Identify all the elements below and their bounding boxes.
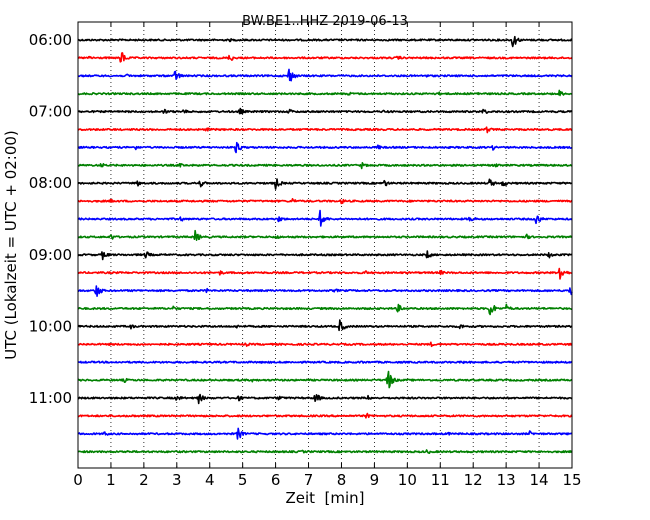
traces bbox=[77, 35, 573, 455]
trace-0715 bbox=[77, 126, 573, 134]
trace-0700 bbox=[77, 107, 573, 115]
trace-0800 bbox=[77, 178, 573, 190]
trace-1015 bbox=[77, 341, 573, 348]
trace-0745 bbox=[77, 162, 573, 170]
x-tick-label: 1 bbox=[106, 471, 116, 489]
y-tick-label: 09:00 bbox=[29, 246, 72, 264]
x-tick-label: 12 bbox=[464, 471, 483, 489]
trace-1115 bbox=[77, 412, 573, 419]
grid-lines bbox=[110, 22, 540, 468]
x-tick-label: 3 bbox=[172, 471, 182, 489]
x-axis: 0 1 2 3 4 5 6 7 8 9 10 11 12 13 14 15 bbox=[73, 22, 582, 489]
trace-0915 bbox=[77, 267, 573, 280]
x-tick-label: 13 bbox=[497, 471, 516, 489]
y-tick-label: 10:00 bbox=[29, 317, 72, 335]
trace-0730 bbox=[77, 141, 573, 154]
x-tick-label: 10 bbox=[398, 471, 417, 489]
plot-frame bbox=[77, 21, 573, 469]
x-tick-label: 2 bbox=[139, 471, 149, 489]
x-tick-label: 14 bbox=[530, 471, 549, 489]
trace-1045 bbox=[77, 370, 573, 389]
x-tick-label: 15 bbox=[562, 471, 581, 489]
trace-0845 bbox=[77, 229, 573, 241]
y-tick-label: 06:00 bbox=[29, 31, 72, 49]
y-axis: 06:00 07:00 08:00 09:00 10:00 11:00 bbox=[29, 31, 572, 407]
x-tick-label: 8 bbox=[337, 471, 347, 489]
x-tick-label: 7 bbox=[304, 471, 314, 489]
x-tick-label: 11 bbox=[431, 471, 450, 489]
y-tick-label: 08:00 bbox=[29, 174, 72, 192]
trace-0830 bbox=[77, 209, 573, 227]
trace-0900 bbox=[77, 250, 573, 261]
trace-0645 bbox=[77, 89, 573, 97]
x-axis-label: Zeit [min] bbox=[285, 489, 364, 507]
y-tick-label: 07:00 bbox=[29, 103, 72, 121]
trace-0615 bbox=[77, 52, 573, 63]
trace-1000 bbox=[77, 319, 573, 332]
trace-0815 bbox=[77, 198, 573, 205]
trace-0600 bbox=[77, 35, 573, 48]
trace-1030 bbox=[77, 360, 573, 365]
x-tick-label: 9 bbox=[370, 471, 380, 489]
x-tick-label: 0 bbox=[73, 471, 83, 489]
trace-0945 bbox=[77, 303, 573, 316]
trace-1145 bbox=[77, 449, 573, 455]
x-tick-label: 6 bbox=[271, 471, 281, 489]
y-tick-label: 11:00 bbox=[29, 389, 72, 407]
trace-0630 bbox=[77, 68, 573, 82]
y-axis-label: UTC (Lokalzeit = UTC + 02:00) bbox=[2, 130, 20, 360]
trace-1100 bbox=[77, 393, 573, 405]
x-tick-label: 4 bbox=[205, 471, 215, 489]
trace-1130 bbox=[77, 427, 573, 440]
x-tick-label: 5 bbox=[238, 471, 248, 489]
trace-0930 bbox=[77, 285, 573, 297]
